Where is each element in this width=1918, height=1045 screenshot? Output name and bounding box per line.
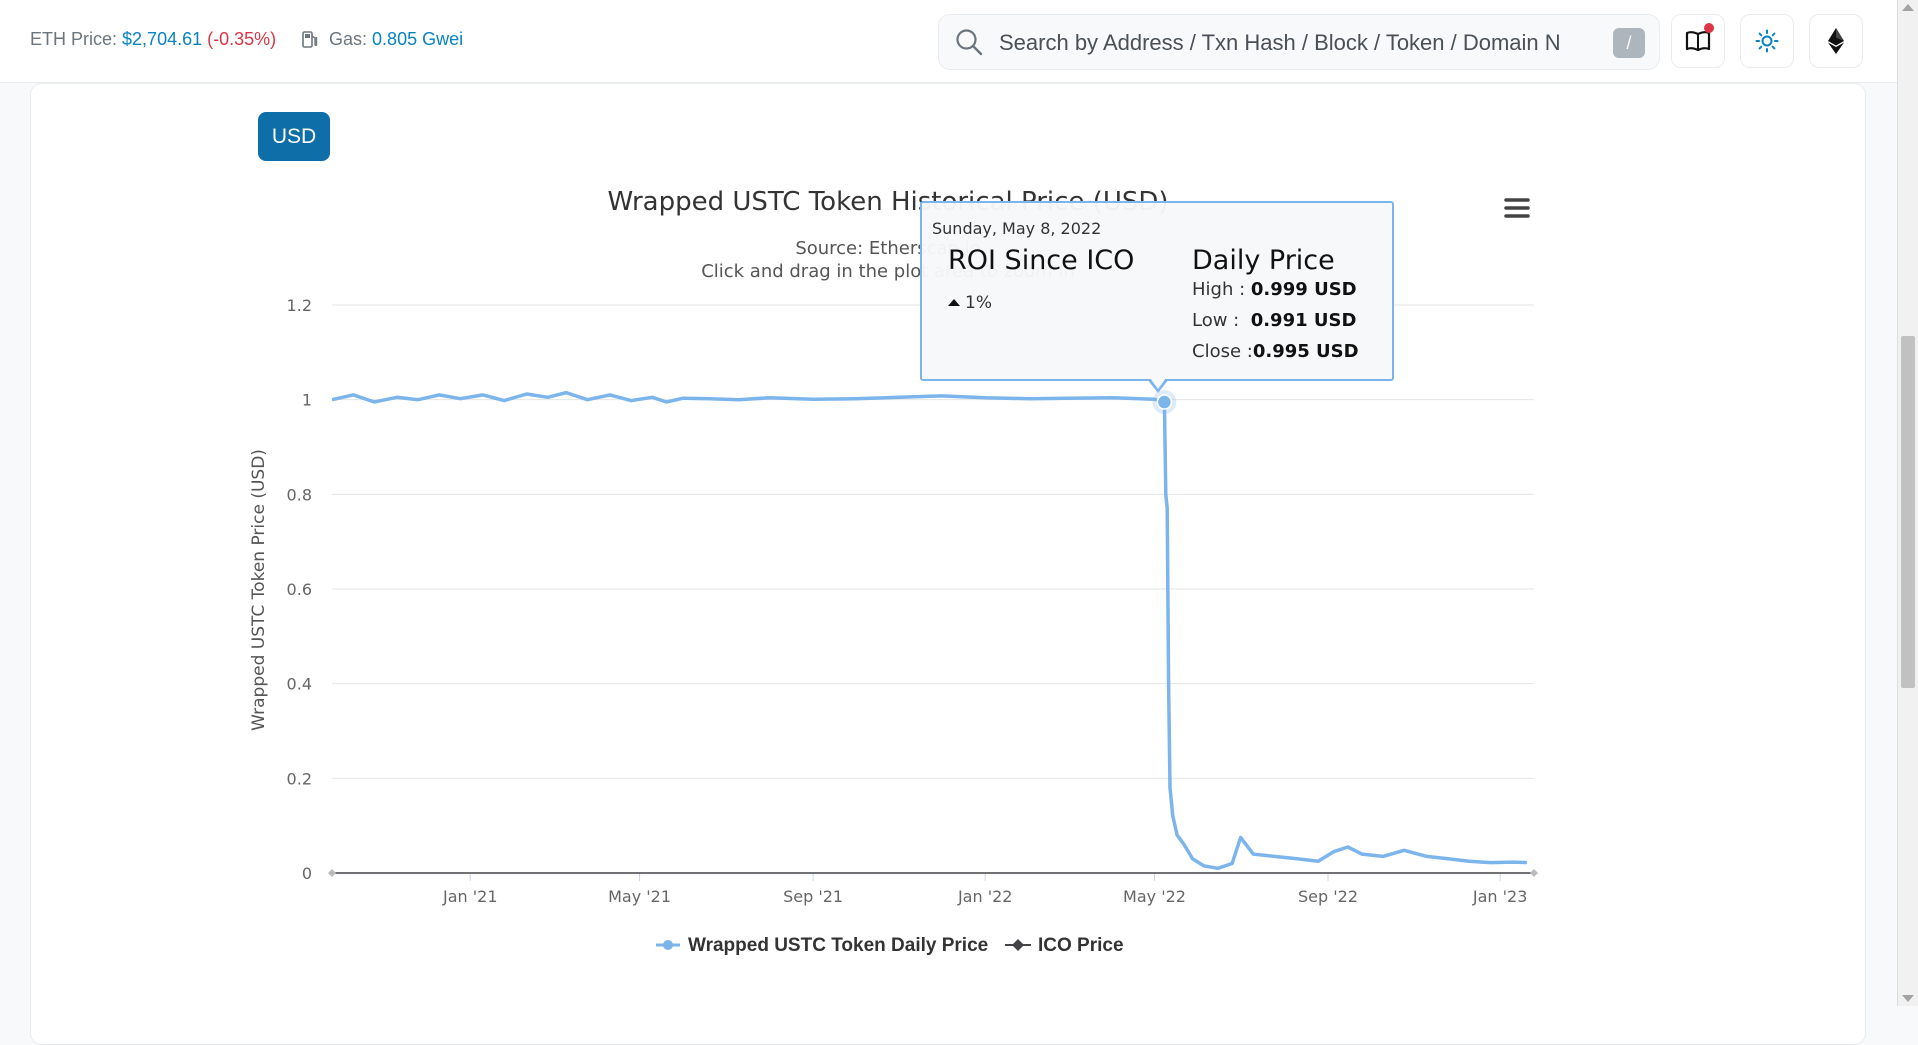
close-label: Close : — [1192, 341, 1253, 362]
price-chart[interactable]: Wrapped USTC Token Historical Price (USD… — [0, 0, 1898, 1006]
scroll-up-arrow-icon[interactable] — [1902, 4, 1914, 11]
y-tick-label: 1.2 — [287, 296, 312, 315]
y-tick-label: 0 — [302, 864, 312, 883]
legend-marker-daily-price — [663, 940, 673, 950]
up-triangle-icon — [948, 299, 960, 306]
series-layer — [328, 390, 1538, 877]
tooltip-pointer-inner — [1150, 378, 1166, 389]
legend-marker-ico-price — [1012, 939, 1024, 951]
x-tick-label: Jan '21 — [442, 887, 498, 906]
chart-grid — [332, 304, 1534, 874]
x-tick-label: Jan '22 — [957, 887, 1013, 906]
y-tick-label: 0.4 — [287, 675, 312, 694]
tooltip-roi-value: 1% — [948, 293, 992, 313]
search-input[interactable] — [997, 25, 1561, 61]
ethereum-icon — [1828, 28, 1844, 54]
y-tick-label: 1 — [302, 391, 312, 410]
tooltip-daily-price-title: Daily Price — [1192, 245, 1335, 276]
network-button[interactable] — [1809, 14, 1863, 68]
x-tick-label: May '21 — [608, 887, 671, 906]
notification-dot — [1704, 23, 1714, 33]
tooltip-low: Low : 0.991 USD — [1192, 310, 1356, 331]
top-bar: ETH Price: $2,704.61 (-0.35%) Gas: 0.805… — [0, 0, 1898, 83]
daily-price-line — [331, 390, 1527, 871]
chart-menu-button[interactable] — [1500, 194, 1534, 224]
y-tick-label: 0.8 — [287, 485, 312, 504]
tooltip-date: Sunday, May 8, 2022 — [932, 219, 1102, 238]
legend-label-ico-price: ICO Price — [1038, 935, 1124, 956]
eth-price-stat: ETH Price: $2,704.61 (-0.35%) — [30, 29, 276, 50]
gas-label: Gas: — [329, 29, 368, 49]
legend-label-daily-price: Wrapped USTC Token Daily Price — [688, 935, 988, 956]
usd-currency-button[interactable]: USD — [258, 112, 330, 161]
low-value: 0.991 USD — [1250, 310, 1357, 331]
y-tick-label: 0.2 — [287, 769, 312, 788]
eth-price-change: (-0.35%) — [207, 29, 277, 49]
x-tick-label: Sep '22 — [1298, 887, 1358, 906]
eth-price-value[interactable]: $2,704.61 — [122, 29, 203, 49]
notifications-button[interactable] — [1671, 14, 1725, 68]
chart-legend: Wrapped USTC Token Daily Price ICO Price — [656, 935, 1124, 956]
roi-value-text: 1% — [965, 293, 992, 313]
x-axis-ticks: Jan '21 May '21 Sep '21 Jan '22 May '22 Sep '… — [442, 873, 1527, 906]
tooltip-close: Close :0.995 USD — [1192, 341, 1359, 362]
book-icon — [1685, 31, 1711, 52]
eth-price-label: ETH Price: — [30, 29, 118, 49]
tooltip-roi-title: ROI Since ICO — [948, 245, 1135, 276]
chart-tooltip: Sunday, May 8, 2022 ROI Since ICO 1% Dai… — [920, 201, 1394, 381]
y-axis-ticks: 0 0.2 0.4 0.6 0.8 1 1.2 — [287, 296, 312, 883]
high-value: 0.999 USD — [1250, 279, 1357, 300]
ico-price-point — [328, 869, 336, 877]
x-tick-label: May '22 — [1123, 887, 1186, 906]
legend-item-daily-price[interactable]: Wrapped USTC Token Daily Price — [656, 935, 988, 956]
gas-value[interactable]: 0.805 Gwei — [372, 29, 464, 49]
search-shortcut-key: / — [1613, 28, 1645, 58]
sun-icon — [1755, 29, 1779, 53]
tooltip-high: High : 0.999 USD — [1192, 279, 1357, 300]
page-scrollbar[interactable] — [1897, 0, 1918, 1006]
legend-item-ico-price[interactable]: ICO Price — [1005, 935, 1124, 956]
search-icon — [956, 29, 983, 56]
theme-toggle-button[interactable] — [1740, 14, 1794, 68]
high-label: High : — [1192, 279, 1246, 300]
low-label: Low : — [1192, 310, 1240, 331]
scroll-down-arrow-icon[interactable] — [1902, 995, 1914, 1002]
hover-point[interactable] — [1156, 394, 1173, 410]
scrollbar-thumb[interactable] — [1901, 336, 1915, 688]
hamburger-menu-icon — [1504, 198, 1530, 218]
close-value: 0.995 USD — [1252, 341, 1359, 362]
x-tick-label: Sep '21 — [783, 887, 843, 906]
ico-price-point — [1530, 869, 1538, 877]
y-tick-label: 0.6 — [287, 580, 312, 599]
gas-pump-icon — [302, 31, 318, 48]
gas-stat: Gas: 0.805 Gwei — [302, 29, 463, 50]
y-axis-title: Wrapped USTC Token Price (USD) — [249, 449, 269, 731]
x-tick-label: Jan '23 — [1472, 887, 1528, 906]
search-box[interactable]: / — [938, 14, 1660, 70]
